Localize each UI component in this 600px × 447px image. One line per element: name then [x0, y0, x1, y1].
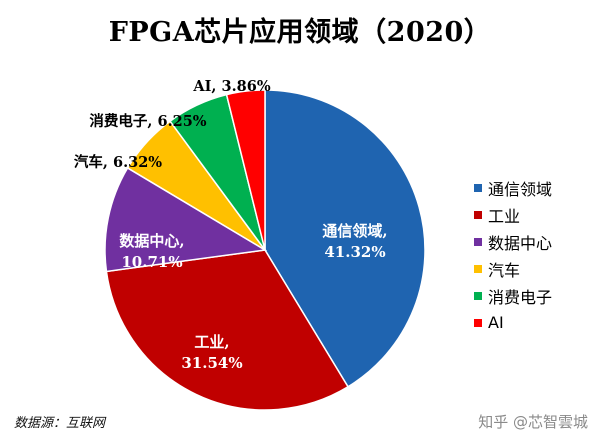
legend-swatch — [474, 183, 482, 192]
slice-telecom — [264, 89, 426, 388]
watermark: 知乎 @芯智雲城 — [478, 413, 588, 431]
legend-label: 通信领域 — [488, 179, 553, 199]
legend-item-telecom: 通信领域 — [474, 174, 600, 201]
chart-title: FPGA芯片应用领域（2020） — [108, 17, 492, 48]
chart-legend: 通信领域工业数据中心汽车消费电子 AI — [474, 174, 600, 336]
legend-label: 汽车 — [488, 260, 521, 280]
legend-item-consumer-electronics: 消费电子 — [474, 282, 600, 309]
legend-label: 工业 — [488, 206, 521, 226]
legend-item-ai: AI — [474, 309, 600, 336]
slice-datacenter — [104, 166, 268, 273]
data-label-datacenter: 数据中心, 10.71% — [119, 232, 184, 271]
legend-swatch — [474, 210, 482, 219]
legend-label: AI — [488, 313, 504, 332]
slice-ai — [225, 89, 266, 251]
data-label-consumer-electronics: 消费电子, 6.25% — [89, 112, 206, 130]
legend-label: 消费电子 — [488, 287, 553, 307]
legend-item-industrial: 工业 — [474, 201, 600, 228]
legend-item-automotive: 汽车 — [474, 255, 600, 282]
legend-item-datacenter: 数据中心 — [474, 228, 600, 255]
legend-swatch — [474, 237, 482, 246]
data-source-note: 数据源：互联网 — [14, 416, 106, 431]
data-label-telecom: 通信领域, 41.32% — [322, 222, 387, 261]
data-label-industrial: 工业, 31.54% — [181, 333, 242, 372]
legend-label: 数据中心 — [488, 233, 553, 253]
legend-swatch — [474, 291, 482, 300]
legend-swatch — [474, 318, 482, 327]
legend-swatch — [474, 264, 482, 273]
data-label-ai: AI, 3.86% — [192, 78, 270, 95]
data-label-automotive: 汽车, 6.32% — [74, 153, 162, 171]
slice-industrial — [105, 249, 350, 411]
